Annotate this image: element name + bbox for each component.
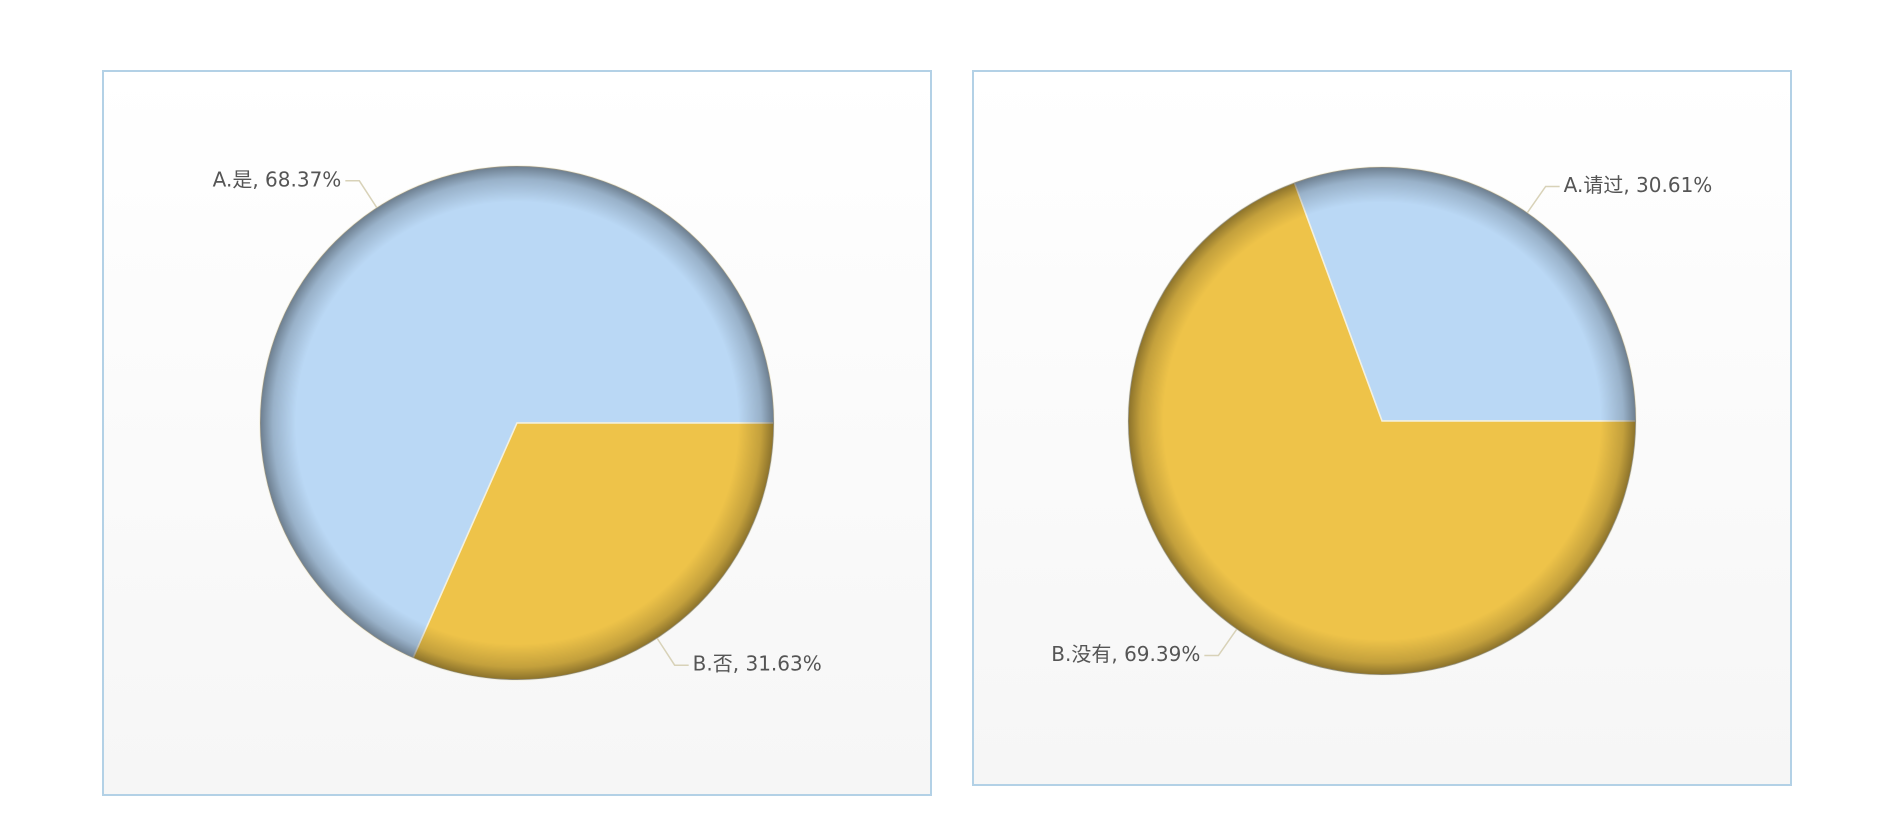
leader-line: [1204, 628, 1238, 657]
data-label: A.是, 68.37%: [213, 167, 342, 191]
pie-rim-shade: [1128, 167, 1636, 675]
data-label: A.请过, 30.61%: [1564, 173, 1713, 197]
pie-rim-shade: [260, 166, 774, 680]
data-label: B.没有, 69.39%: [1051, 642, 1200, 666]
leader-line: [656, 637, 689, 666]
leader-line: [1526, 185, 1560, 214]
data-label: B.否, 31.63%: [693, 652, 822, 676]
leader-line: [345, 180, 378, 209]
